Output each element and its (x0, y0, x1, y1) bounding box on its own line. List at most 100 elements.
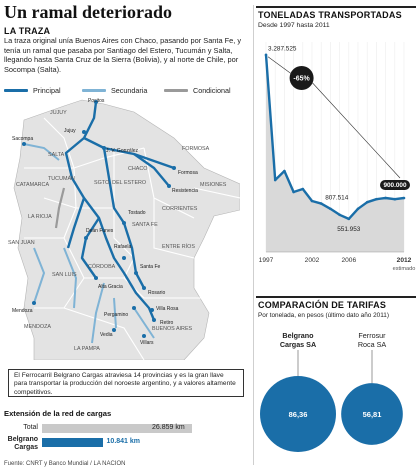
total-label: Total (23, 424, 38, 431)
city-label-villa-rosa: Villa Rosa (156, 306, 179, 312)
conditional-line (54, 187, 66, 229)
data-point (319, 202, 323, 205)
data-point (384, 196, 387, 200)
tarifa-bubble (341, 383, 403, 445)
belgrano-bar (42, 438, 103, 447)
total-bar (42, 424, 192, 433)
city-labels: Pocitos Jujuy Sacompa J. V. González For… (12, 98, 198, 346)
data-point (292, 190, 295, 194)
data-point (310, 199, 314, 203)
legend-swatch-principal (4, 89, 28, 92)
city-label-villars: Villars (140, 340, 154, 346)
tarifa-series-name: Cargas SA (280, 340, 316, 349)
tonnage-rule (256, 6, 416, 8)
city-label-tostado: Tostado (128, 210, 146, 216)
data-point (365, 200, 369, 204)
badge-connector (267, 56, 292, 75)
extension-title: Extensión de la red de cargas (4, 409, 112, 418)
annotation-label: 807.514 (325, 195, 349, 202)
tarifas-subheading: Por tonelada, en pesos (último dato año … (258, 312, 389, 319)
province-label-mendoza: MENDOZA (24, 324, 51, 330)
page-title: Un ramal deteriorado (4, 2, 172, 22)
tonnage-area (266, 54, 404, 252)
tonnage-subheading: Desde 1997 hasta 2011 (258, 22, 330, 29)
city-label-vedia: Vedia (100, 332, 113, 338)
city-dots (22, 100, 176, 338)
data-point (375, 197, 378, 201)
province-label-entre-rios: ENTRE RÍOS (162, 243, 195, 250)
legend-label-secundaria: Secundaria (111, 86, 148, 95)
legend-item-secundaria: Secundaria (82, 86, 147, 95)
city-label-formosa: Formosa (178, 170, 198, 176)
province-label-san-juan: SAN JUAN (8, 240, 35, 246)
tarifa-series-name: Roca SA (358, 340, 387, 349)
province-label-buenos-aires: BUENOS AIRES (152, 326, 193, 332)
legend-swatch-secundaria (82, 89, 106, 92)
drop-badge-label: -65% (293, 76, 310, 83)
city-label-sacompa: Sacompa (12, 136, 33, 142)
province-label-formosa: FORMOSA (182, 146, 210, 152)
rail-map: JUJUY SALTA TUCUMÁN CATAMARCA LA RIOJA S… (8, 98, 240, 360)
city-label-resistencia: Resistencia (172, 188, 198, 194)
traza-description: La traza original unía Buenos Aires con … (4, 36, 242, 74)
legend-label-condicional: Condicional (193, 86, 231, 95)
tonnage-line (264, 54, 405, 221)
data-point (273, 178, 277, 182)
city-label-santa-fe: Santa Fe (140, 264, 161, 270)
badge-connector (312, 82, 401, 179)
tarifas-rule (256, 296, 416, 298)
belgrano-label: Belgrano Cargas (7, 436, 38, 451)
x-tick-label: 2012 (397, 257, 412, 264)
legend-swatch-condicional (164, 89, 188, 92)
data-point (356, 207, 360, 211)
city-label-dean-funes: Deán Funes (86, 228, 114, 234)
legend-label-principal: Principal (33, 86, 61, 95)
data-point (393, 197, 397, 201)
secondary-lines (23, 143, 155, 344)
data-point (338, 213, 341, 217)
city-label-pocitos: Pocitos (88, 98, 105, 104)
city-label-jujuy: Jujuy (64, 128, 76, 134)
annotation-badge (380, 180, 410, 190)
province-label-la-pampa: LA PAMPA (74, 346, 100, 352)
province-label-chaco: CHACO (128, 166, 147, 172)
city-label-mendoza: Mendoza (12, 308, 33, 314)
tarifa-bubble (260, 376, 336, 452)
city-label-rafaela: Rafaela (114, 244, 131, 250)
tarifas-heading: COMPARACIÓN DE TARIFAS (258, 300, 387, 310)
province-label-sgto-del-estero: SGTO. DEL ESTERO (94, 180, 146, 186)
data-point (347, 217, 351, 221)
x-tick-label: 2002 (305, 257, 320, 264)
tarifa-value-label: 56,81 (363, 410, 382, 419)
map-legend: Principal Secundaria Condicional (4, 86, 240, 98)
estimado-label: estimado (393, 266, 416, 272)
tarifa-series-name: Ferrosur (358, 331, 386, 340)
annotation-label: 900.000 (383, 182, 407, 189)
principal-lines (64, 101, 175, 321)
data-point (301, 187, 305, 191)
data-point (329, 207, 332, 211)
province-label-salta: SALTA (48, 152, 65, 158)
traza-heading: LA TRAZA (4, 26, 51, 36)
city-label-pergamino: Pergamino (104, 312, 128, 318)
x-tick-label: 2006 (341, 257, 356, 264)
province-label-jujuy: JUJUY (50, 110, 67, 116)
province-labels: JUJUY SALTA TUCUMÁN CATAMARCA LA RIOJA S… (8, 110, 227, 352)
province-label-tucuman: TUCUMÁN (48, 175, 75, 182)
province-label-corrientes: CORRIENTES (162, 206, 198, 212)
drop-badge (289, 66, 314, 90)
tarifa-series-name: Belgrano (282, 331, 314, 340)
tonnage-chart: 1997 2002 2006 2012 estimado 3.287.525 807.514… (259, 42, 416, 272)
x-tick-label: 1997 (259, 257, 274, 264)
belgrano-value: 10.841 km (106, 438, 141, 445)
annotation-label: 3.287.525 (268, 46, 297, 53)
annotation-label: 551.953 (337, 226, 361, 233)
tarifa-value-label: 86,36 (289, 410, 308, 419)
data-point (283, 169, 286, 173)
city-label-retiro: Retiro (160, 320, 174, 326)
legend-item-principal: Principal (4, 86, 61, 95)
province-label-santa-fe: SANTA FE (132, 222, 158, 228)
source-note: Fuente: CNRT y Banco Mundial / LA NACION (4, 461, 126, 467)
legend-item-condicional: Condicional (164, 86, 231, 95)
